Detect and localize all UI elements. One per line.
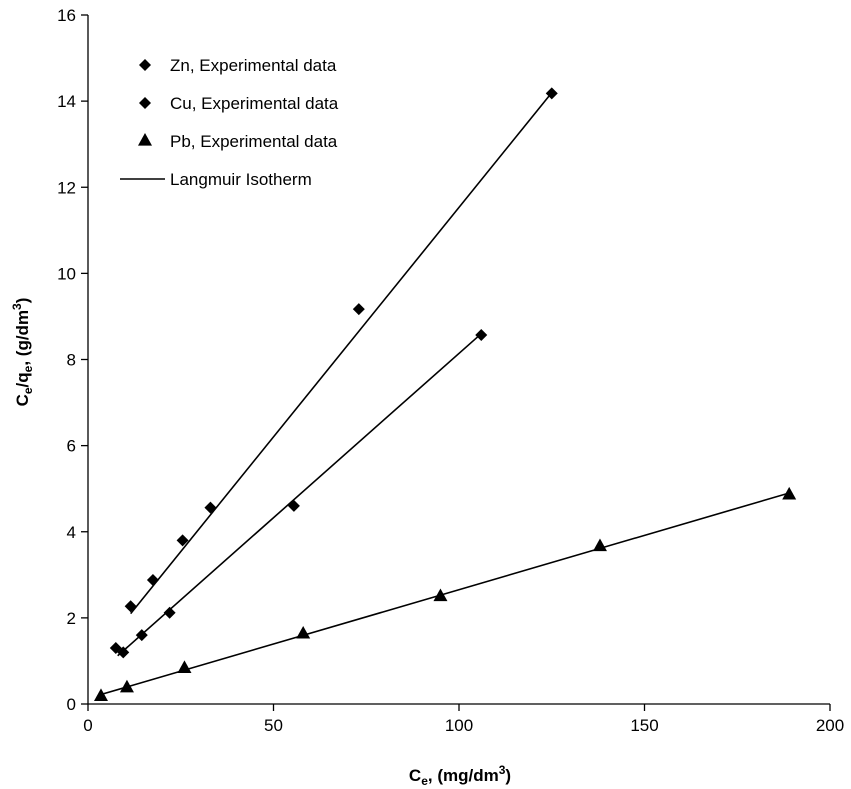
y-axis-title: Ce/qe, (g/dm3) [10,298,35,407]
data-point-triangle [93,688,108,701]
data-point-triangle [782,486,797,500]
data-point-triangle [138,133,152,146]
legend-label: Langmuir Isotherm [170,170,312,189]
data-point-diamond [204,501,217,514]
legend-label: Cu, Experimental data [170,94,339,113]
y-tick-label: 14 [57,92,76,111]
data-point-diamond [139,97,151,109]
y-tick-label: 2 [67,609,76,628]
fit-line [130,89,555,615]
legend: Zn, Experimental data Cu, Experimental da… [120,56,339,189]
y-tick-label: 12 [57,178,76,197]
data-point-triangle [433,588,448,602]
data-point-triangle [296,625,311,639]
x-tick-label: 0 [83,716,92,735]
legend-label: Pb, Experimental data [170,132,338,151]
data-point-triangle [592,538,607,552]
fit-lines [100,89,790,696]
fit-line [100,492,790,696]
data-point-diamond [139,59,151,71]
tick-labels: 0 50 100 150 200 0 2 4 6 8 10 12 14 16 [57,6,844,735]
fit-line [117,333,482,657]
data-point-triangle [177,660,192,673]
legend-label: Zn, Experimental data [170,56,337,75]
x-tick-label: 100 [445,716,473,735]
data-point-diamond [352,303,365,316]
data-point-diamond [176,534,189,547]
y-tick-label: 16 [57,6,76,25]
data-point-diamond [475,328,488,341]
data-point-diamond [135,629,148,642]
data-point-diamond [287,499,300,512]
data-point-diamond [545,87,558,100]
data-point-diamond [163,606,176,619]
y-tick-label: 10 [57,264,76,283]
x-axis-title: Ce, (mg/dm3) [409,763,511,788]
y-tick-label: 8 [67,351,76,370]
data-point-diamond [117,646,130,659]
x-tick-label: 150 [630,716,658,735]
data-point-diamond [146,573,159,586]
data-point-triangle [119,679,134,693]
axes [81,14,831,711]
y-tick-label: 4 [67,523,76,542]
x-tick-label: 50 [264,716,283,735]
x-tick-label: 200 [816,716,844,735]
y-tick-label: 0 [67,695,76,714]
y-tick-label: 6 [67,437,76,456]
data-markers [93,87,797,701]
data-point-diamond [124,600,137,613]
